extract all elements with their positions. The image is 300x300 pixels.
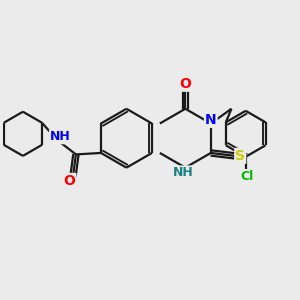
Text: Cl: Cl: [241, 170, 254, 183]
Text: O: O: [179, 77, 191, 91]
Text: N: N: [205, 113, 217, 127]
Text: S: S: [235, 149, 245, 163]
Text: O: O: [64, 174, 75, 188]
Text: NH: NH: [172, 167, 194, 179]
Text: NH: NH: [50, 130, 71, 143]
